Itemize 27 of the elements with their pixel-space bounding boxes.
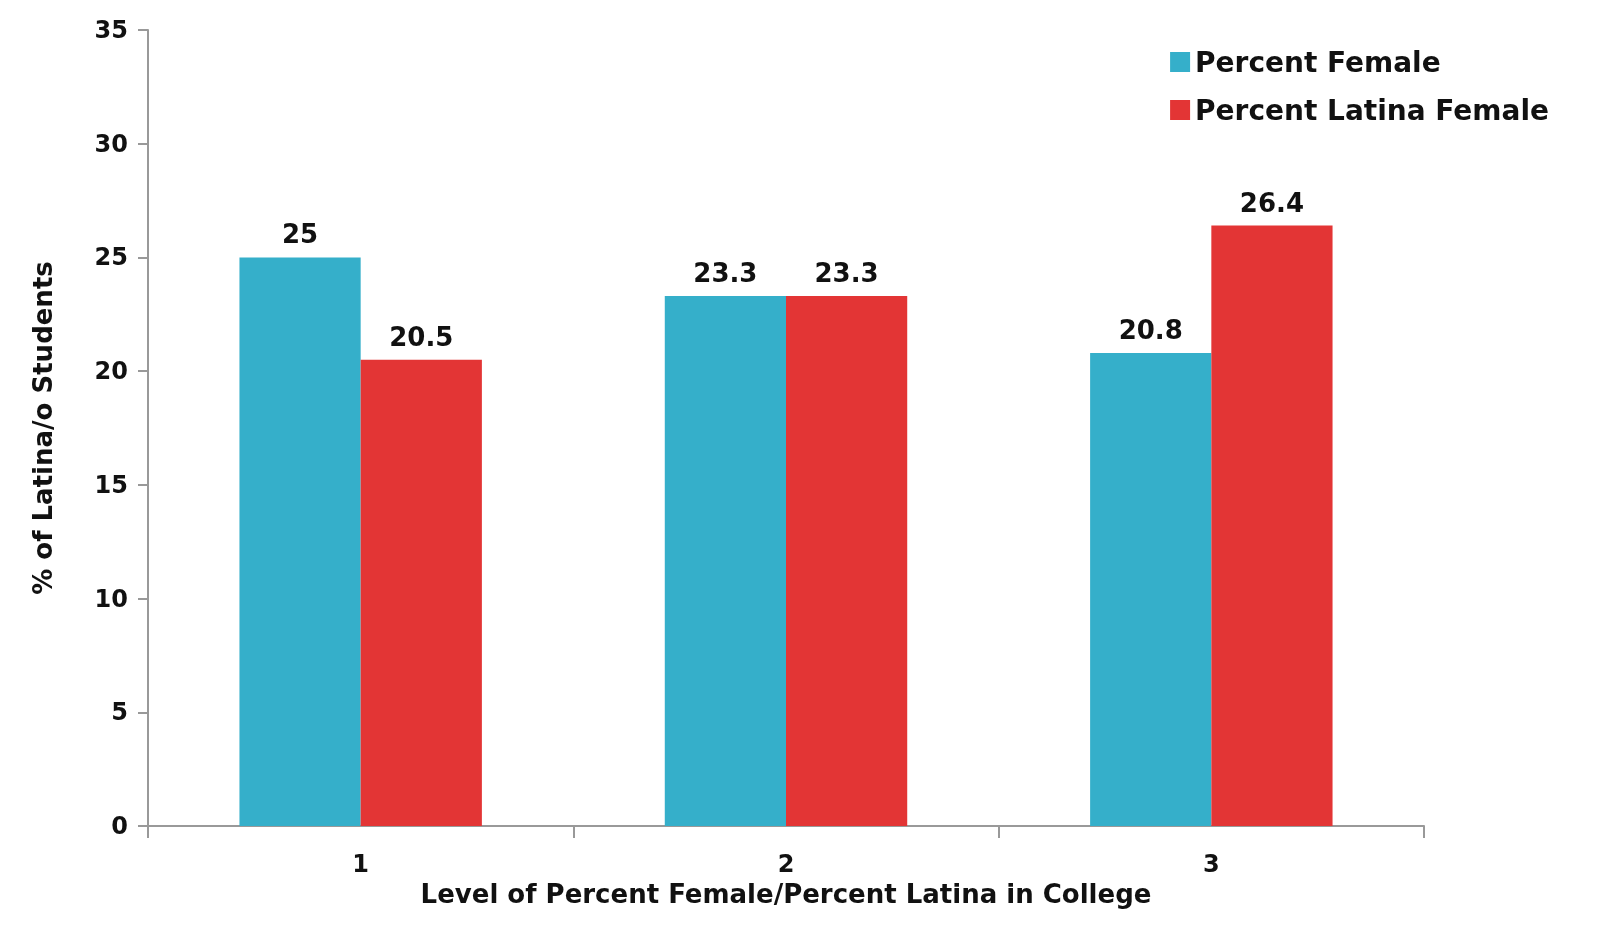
- x-tick-label: 1: [352, 850, 370, 878]
- data-label: 23.3: [814, 258, 879, 289]
- y-tick-label: 25: [94, 243, 128, 272]
- bar: [1090, 352, 1212, 826]
- y-tick-label: 30: [94, 129, 128, 158]
- data-label: 20.5: [389, 321, 454, 352]
- bar: [239, 257, 361, 826]
- y-tick-label: 15: [94, 470, 128, 499]
- y-tick-label: 35: [94, 16, 128, 44]
- data-label: 23.3: [693, 258, 758, 289]
- bar: [664, 296, 786, 826]
- legend-label: Percent Latina Female: [1195, 93, 1550, 127]
- y-tick-label: 20: [94, 357, 128, 386]
- legend-label: Percent Female: [1195, 45, 1441, 79]
- data-label: 26.4: [1239, 187, 1305, 218]
- x-tick-label: 2: [777, 850, 795, 878]
- bar: [1211, 225, 1333, 826]
- data-label: 25: [281, 219, 319, 250]
- y-tick-label: 10: [94, 584, 128, 613]
- y-axis-title: % of Latina/o Students: [28, 261, 58, 595]
- x-tick-label: 3: [1202, 850, 1220, 878]
- x-axis-title: Level of Percent Female/Percent Latina in College: [420, 878, 1152, 909]
- data-label: 20.8: [1118, 314, 1183, 345]
- bar: [786, 296, 908, 826]
- y-tick-label: 5: [111, 698, 128, 727]
- y-tick-label: 0: [111, 812, 128, 840]
- bar: [360, 359, 482, 826]
